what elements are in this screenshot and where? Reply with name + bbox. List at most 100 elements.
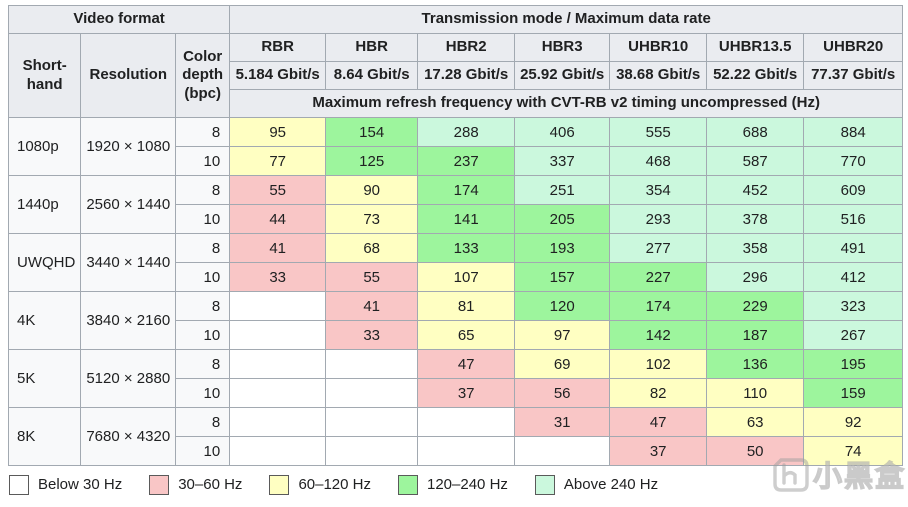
resolution-cell: 1920 × 1080 (80, 117, 177, 176)
color-depth-cell: 10 (175, 262, 231, 292)
shorthand-cell: 5K (7, 349, 82, 408)
refresh-value-cell (417, 407, 516, 437)
legend-swatch (269, 475, 290, 495)
refresh-value-cell: 452 (706, 175, 805, 205)
refresh-value-cell: 141 (417, 204, 516, 234)
refresh-value-cell: 688 (706, 117, 805, 147)
table-row: 10 33 55 107 157 227 296 412 (9, 262, 904, 292)
refresh-value-cell: 277 (609, 233, 708, 263)
mode-data-rate-header: 5.184 Gbit/s (229, 61, 327, 90)
refresh-value-cell: 68 (325, 233, 419, 263)
refresh-value-cell: 97 (514, 320, 611, 350)
refresh-value-cell (229, 291, 327, 321)
refresh-value-cell: 41 (325, 291, 419, 321)
legend-label: 60–120 Hz (298, 476, 371, 493)
refresh-value-cell: 69 (514, 349, 611, 379)
refresh-value-cell: 293 (609, 204, 708, 234)
resolution-cell: 2560 × 1440 (80, 175, 177, 234)
refresh-value-cell: 159 (803, 378, 904, 408)
table-row: 1440p 2560 × 1440 8 55 90 174 251 354 452 609 (7, 175, 904, 234)
mode-name-header: HBR3 (514, 33, 611, 62)
refresh-value-cell: 73 (325, 204, 419, 234)
refresh-value-cell: 354 (609, 175, 708, 205)
legend-item: Above 240 Hz (534, 474, 659, 496)
color-depth-column-header: Color depth (bpc) (175, 33, 231, 118)
mode-data-rate-header: 77.37 Gbit/s (803, 61, 904, 90)
table-row: 4K 3840 × 2160 8 41 81 120 174 229 323 (7, 291, 904, 350)
refresh-value-cell: 102 (609, 349, 708, 379)
refresh-value-cell: 55 (229, 175, 327, 205)
refresh-value-cell: 187 (706, 320, 805, 350)
refresh-value-cell: 251 (514, 175, 611, 205)
table-row: 10 44 73 141 205 293 378 516 (9, 204, 904, 234)
transmission-mode-header: Transmission mode / Maximum data rate (229, 5, 904, 34)
refresh-value-cell: 120 (514, 291, 611, 321)
mode-name-header: UHBR20 (803, 33, 904, 62)
refresh-value-cell: 41 (229, 233, 327, 263)
refresh-value-cell: 55 (325, 262, 419, 292)
resolution-cell: 3840 × 2160 (80, 291, 177, 350)
table-row: UWQHD 3440 × 1440 8 41 68 133 193 277 358 491 (7, 233, 904, 292)
legend-label: 30–60 Hz (178, 476, 243, 493)
color-depth-cell: 8 (175, 407, 231, 437)
refresh-value-cell: 193 (514, 233, 611, 263)
refresh-value-cell: 323 (803, 291, 904, 321)
refresh-value-cell: 288 (417, 117, 516, 147)
legend-item: 60–120 Hz (269, 474, 371, 496)
legend-item: 120–240 Hz (398, 474, 508, 496)
refresh-value-cell: 33 (325, 320, 419, 350)
table-row: 8K 7680 × 4320 8 31 47 63 92 (7, 407, 904, 466)
shorthand-cell: 1440p (7, 175, 82, 234)
refresh-value-cell: 37 (609, 436, 708, 466)
refresh-value-cell (417, 436, 516, 466)
refresh-value-cell: 63 (706, 407, 805, 437)
refresh-value-cell: 107 (417, 262, 516, 292)
refresh-value-cell: 65 (417, 320, 516, 350)
mode-name-header: HBR2 (417, 33, 516, 62)
legend-item: Below 30 Hz (9, 474, 122, 496)
refresh-value-cell: 555 (609, 117, 708, 147)
resolution-column-header: Resolution (80, 33, 177, 118)
refresh-value-cell (229, 378, 327, 408)
refresh-value-cell: 110 (706, 378, 805, 408)
refresh-value-cell (229, 407, 327, 437)
color-depth-cell: 10 (175, 436, 231, 466)
refresh-value-cell (325, 349, 419, 379)
mode-data-rate-header: 8.64 Gbit/s (325, 61, 419, 90)
refresh-value-cell: 44 (229, 204, 327, 234)
refresh-value-cell: 205 (514, 204, 611, 234)
refresh-value-cell: 406 (514, 117, 611, 147)
refresh-value-cell: 267 (803, 320, 904, 350)
refresh-value-cell: 227 (609, 262, 708, 292)
refresh-value-cell: 92 (803, 407, 904, 437)
legend-label: Above 240 Hz (563, 476, 659, 493)
refresh-value-cell: 491 (803, 233, 904, 263)
refresh-value-cell: 358 (706, 233, 805, 263)
shorthand-cell: UWQHD (7, 233, 82, 292)
refresh-value-cell: 125 (325, 146, 419, 176)
refresh-value-cell: 174 (417, 175, 516, 205)
refresh-value-cell: 77 (229, 146, 327, 176)
refresh-value-cell: 136 (706, 349, 805, 379)
refresh-value-cell: 174 (609, 291, 708, 321)
refresh-value-cell (325, 407, 419, 437)
mode-data-rate-header: 52.22 Gbit/s (706, 61, 805, 90)
refresh-value-cell: 81 (417, 291, 516, 321)
refresh-value-cell: 229 (706, 291, 805, 321)
refresh-rate-table: Video format Transmission mode / Maximum… (7, 5, 904, 466)
refresh-value-cell (229, 349, 327, 379)
refresh-frequency-subheader: Maximum refresh frequency with CVT-RB v2… (229, 89, 904, 118)
legend: Below 30 Hz 30–60 Hz 60–120 Hz 120–240 Hz Ab… (9, 474, 685, 496)
resolution-cell: 5120 × 2880 (80, 349, 177, 408)
refresh-value-cell: 47 (417, 349, 516, 379)
mode-name-header: HBR (325, 33, 419, 62)
table-row: 10 33 65 97 142 187 267 (9, 320, 904, 350)
refresh-value-cell: 770 (803, 146, 904, 176)
legend-item: 30–60 Hz (149, 474, 242, 496)
refresh-value-cell: 378 (706, 204, 805, 234)
refresh-value-cell (325, 378, 419, 408)
color-depth-cell: 8 (175, 233, 231, 263)
mode-name-header: UHBR13.5 (706, 33, 805, 62)
refresh-value-cell: 50 (706, 436, 805, 466)
refresh-value-cell: 157 (514, 262, 611, 292)
